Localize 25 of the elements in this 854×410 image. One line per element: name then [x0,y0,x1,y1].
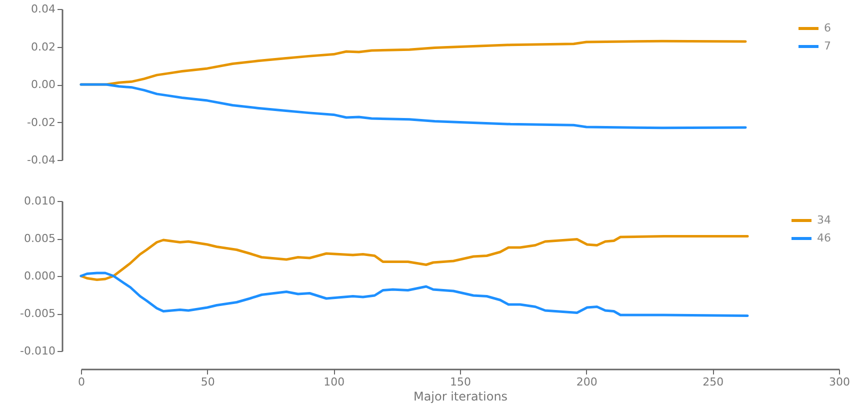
x-tick-label: 250 [702,376,724,388]
y-tick-label: -0.005 [20,307,56,320]
y-tick-label: 0.00 [31,78,56,91]
x-tick-label: 100 [324,376,345,388]
y-tick-label: 0.005 [24,232,56,245]
legend-label: 46 [817,232,831,244]
legend-label: 34 [817,214,831,226]
y-tick-label: 0.04 [31,2,56,16]
line-series [80,83,747,130]
y-tick-label: 0.000 [24,270,56,282]
legend-label: 6 [824,22,831,34]
legend-label: 7 [824,40,831,52]
x-tick-label: 50 [200,376,215,388]
x-tick-label: 150 [450,376,471,388]
line-series [80,235,749,281]
x-axis-title: Major iterations [413,390,508,404]
y-tick-label: 0.02 [31,40,56,54]
y-tick-label: -0.02 [27,116,56,129]
line-series [80,272,749,317]
y-tick-label: -0.010 [20,344,56,358]
x-tick-label: 200 [576,376,598,388]
y-tick-label: 0.010 [24,194,56,208]
x-tick-label: 0 [78,376,85,388]
y-tick-label: -0.04 [27,154,56,166]
x-tick-label: 300 [829,376,850,388]
